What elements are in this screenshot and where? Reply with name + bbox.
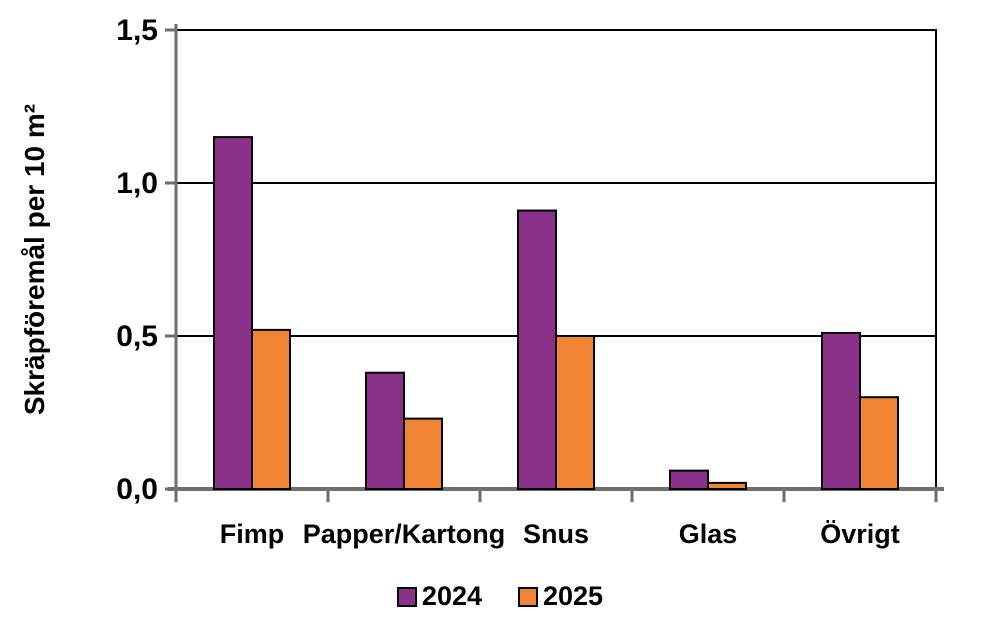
- category-label-snus: Snus: [523, 519, 589, 549]
- category-label-glas: Glas: [679, 519, 738, 549]
- y-tick-label-0,0: 0,0: [116, 473, 158, 506]
- bar-2024-fimp: [213, 136, 253, 490]
- legend-item-2025: 2025: [518, 583, 603, 610]
- legend-swatch-2025: [518, 586, 538, 607]
- category-label-fimp: Fimp: [220, 519, 285, 549]
- bar-2024-snus: [517, 209, 557, 490]
- y-axis-title: Skräpföremål per 10 m²: [19, 104, 50, 415]
- bar-2025-snus: [555, 335, 595, 490]
- category-label--vrigt: Övrigt: [820, 519, 900, 549]
- legend-label-2025: 2025: [543, 581, 604, 611]
- y-tick-label-0,5: 0,5: [116, 320, 158, 353]
- bar-2024-glas: [669, 469, 709, 491]
- chart-legend: 2024 2025: [0, 583, 1000, 610]
- y-tick-label-1,5: 1,5: [116, 14, 158, 47]
- legend-label-2024: 2024: [421, 581, 482, 611]
- bar-2025-glas: [707, 481, 747, 491]
- bar-2025--vrigt: [859, 396, 899, 491]
- legend-item-2024: 2024: [396, 581, 482, 611]
- bar-2024--vrigt: [821, 331, 861, 490]
- legend-swatch-2024: [396, 586, 417, 607]
- bar-2025-fimp: [251, 328, 291, 490]
- category-label-papper-kartong: Papper/Kartong: [303, 519, 506, 549]
- bar-2025-papper-kartong: [403, 417, 443, 490]
- bar-2024-papper-kartong: [365, 371, 405, 490]
- bar-chart: 0,0 0,5 1,0 1,5 Fimp Papper/Kartong Snus Glas Öv…: [19, 14, 944, 549]
- y-tick-label-1,0: 1,0: [116, 167, 158, 200]
